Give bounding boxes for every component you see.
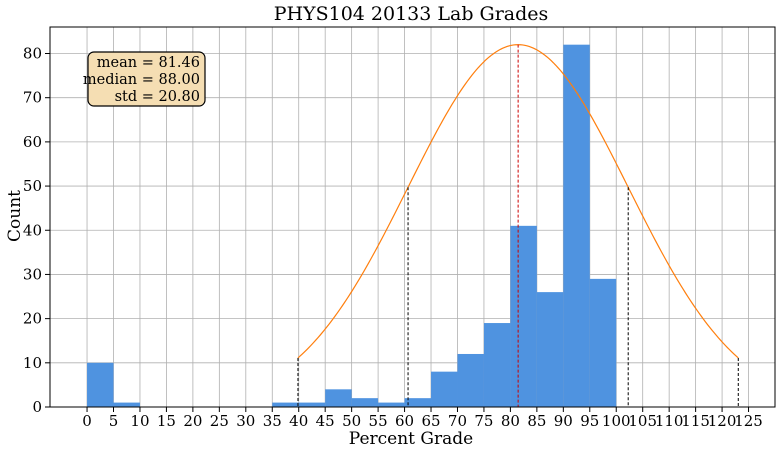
x-tick-label: 35: [263, 412, 282, 430]
histogram-bar: [589, 278, 617, 407]
histogram-bar: [378, 402, 405, 407]
y-tick-label: 10: [23, 354, 42, 372]
x-tick-label: 100: [602, 412, 631, 430]
plot-area: 0 5 10 15 20 25 30 35 40 45 50 55 60 65 70 75 80 85 90 95 10…: [23, 26, 776, 430]
histogram-bar: [325, 389, 352, 407]
x-tick-label: 15: [157, 412, 176, 430]
x-axis-label: Percent Grade: [349, 429, 473, 449]
histogram-bar: [272, 402, 299, 407]
x-tick-label: 70: [448, 412, 467, 430]
x-tick-label: 65: [421, 412, 440, 430]
stats-median-text: median = 88.00: [83, 72, 200, 88]
x-tick-label: 25: [210, 412, 229, 430]
x-tick-label: 5: [109, 412, 119, 430]
x-tick-label: 40: [289, 412, 308, 430]
stats-mean-text: mean = 81.46: [97, 55, 200, 71]
histogram-bar: [563, 44, 590, 408]
x-tick-label: 115: [681, 412, 710, 430]
x-tick-label: 85: [527, 412, 546, 430]
histogram-bar: [404, 398, 432, 407]
x-tick-label: 55: [369, 412, 388, 430]
histogram-bar: [457, 353, 484, 407]
y-tick-label: 60: [23, 133, 42, 151]
histogram-bar: [113, 402, 140, 407]
x-tick-label: 0: [82, 412, 92, 430]
plot-frame: [49, 26, 776, 408]
histogram-bar: [483, 323, 511, 407]
y-tick-label: 50: [23, 177, 42, 195]
normal-fit-curve: [297, 44, 739, 359]
x-tick-label: 50: [342, 412, 361, 430]
x-tick-label: 125: [734, 412, 763, 430]
y-tick-label: 80: [23, 45, 42, 63]
y-tick-label: 30: [23, 265, 42, 283]
histogram-bar: [536, 292, 564, 407]
x-tick-label: 80: [501, 412, 520, 430]
x-tick-label: 75: [474, 412, 493, 430]
y-tick-label: 20: [23, 310, 42, 328]
x-tick-label: 45: [316, 412, 335, 430]
histogram-bar: [87, 362, 114, 407]
histogram-bar: [351, 398, 379, 407]
x-tick-label: 60: [395, 412, 414, 430]
histogram-bar: [431, 371, 458, 407]
x-tick-label: 90: [554, 412, 573, 430]
histogram-bar: [298, 402, 326, 407]
stats-std-text: std = 20.80: [115, 89, 200, 105]
x-tick-label: 30: [236, 412, 255, 430]
x-tick-label: 20: [183, 412, 202, 430]
histogram-bar: [510, 225, 537, 407]
y-tick-label: 40: [23, 221, 42, 239]
x-tick-label: 120: [708, 412, 737, 430]
y-tick-label: 70: [23, 89, 42, 107]
x-tick-label: 105: [628, 412, 657, 430]
chart-title: PHYS104 20133 Lab Grades: [274, 3, 549, 25]
x-tick-label: 10: [130, 412, 149, 430]
stats-box: [87, 51, 206, 107]
x-tick-label: 110: [655, 412, 684, 430]
y-tick-label: 0: [32, 398, 42, 416]
y-axis-label: Count: [5, 190, 25, 242]
x-tick-label: 95: [580, 412, 599, 430]
